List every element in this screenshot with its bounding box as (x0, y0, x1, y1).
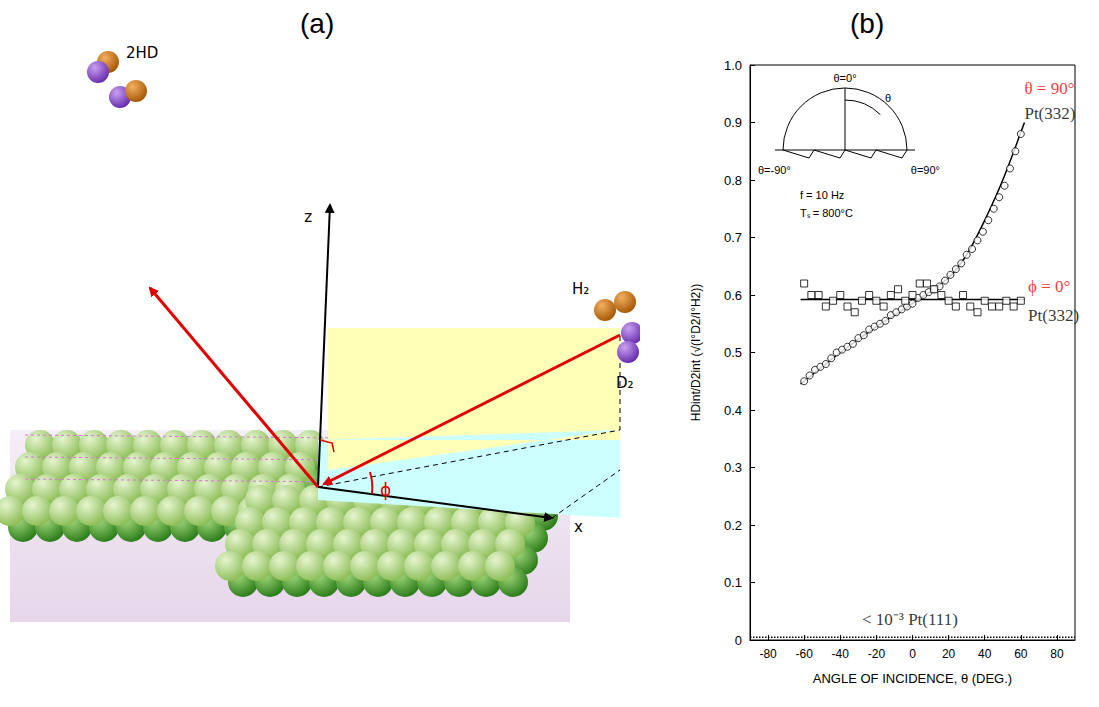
svg-text:0.7: 0.7 (724, 230, 742, 245)
svg-text:0.8: 0.8 (724, 173, 742, 188)
svg-text:θ = 90°: θ = 90° (1024, 79, 1074, 98)
html-text:(b): (b) (850, 8, 885, 39)
svg-text:H₂: H₂ (572, 280, 589, 298)
svg-text:-20: -20 (868, 647, 886, 661)
svg-text:80: 80 (1050, 647, 1064, 661)
svg-text:HDint/D2int (√(I°D2/I°H2)): HDint/D2int (√(I°D2/I°H2)) (689, 284, 703, 422)
svg-text:D₂: D₂ (616, 374, 634, 392)
svg-text:40: 40 (978, 647, 992, 661)
svg-text:ϕ: ϕ (380, 480, 391, 500)
svg-text:< 10⁻³ Pt(111): < 10⁻³ Pt(111) (862, 610, 958, 629)
svg-text:Pt(332): Pt(332) (1028, 306, 1079, 325)
svg-text:0.4: 0.4 (724, 403, 742, 418)
svg-text:-40: -40 (832, 647, 850, 661)
svg-text:-60: -60 (795, 647, 813, 661)
svg-text:20: 20 (942, 647, 956, 661)
svg-text:0: 0 (735, 633, 742, 648)
svg-text:0.1: 0.1 (724, 575, 742, 590)
svg-text:0.3: 0.3 (724, 460, 742, 475)
svg-text:Pt(332): Pt(332) (1024, 104, 1075, 123)
svg-text:z: z (304, 208, 312, 226)
svg-text:ϕ = 0°: ϕ = 0° (1028, 277, 1070, 296)
svg-text:f = 10 Hz: f = 10 Hz (800, 189, 844, 201)
svg-text:θ=0°: θ=0° (833, 72, 856, 84)
svg-text:0: 0 (909, 647, 916, 661)
svg-text:-80: -80 (759, 647, 777, 661)
svg-text:Tₛ = 800°C: Tₛ = 800°C (800, 207, 853, 219)
svg-text:0.6: 0.6 (724, 288, 742, 303)
svg-text:θ=90°: θ=90° (911, 164, 940, 176)
svg-text:x: x (574, 518, 583, 536)
svg-text:0.9: 0.9 (724, 115, 742, 130)
svg-text:θ: θ (885, 92, 891, 104)
svg-text:1.0: 1.0 (724, 58, 742, 73)
svg-text:θ=-90°: θ=-90° (758, 164, 791, 176)
svg-text:60: 60 (1014, 647, 1028, 661)
html-text:(a): (a) (300, 8, 335, 39)
svg-text:ANGLE OF INCIDENCE, θ (DEG.): ANGLE OF INCIDENCE, θ (DEG.) (813, 671, 1012, 686)
svg-text:2HD: 2HD (126, 44, 158, 62)
svg-text:0.5: 0.5 (724, 345, 742, 360)
svg-text:0.2: 0.2 (724, 518, 742, 533)
